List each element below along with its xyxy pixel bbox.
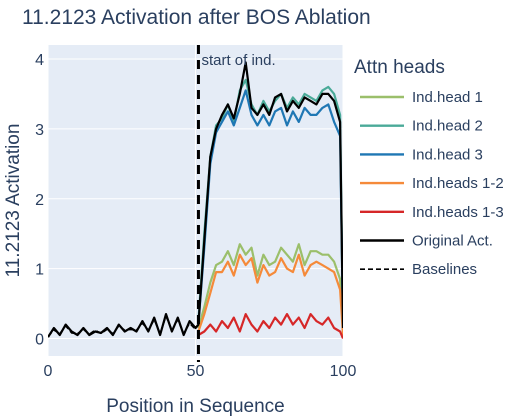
x-tick-label: 100 <box>330 363 357 380</box>
y-tick-label: 4 <box>35 52 44 69</box>
legend-item-ind-heads-1-2[interactable]: Ind.heads 1-2 <box>360 175 504 192</box>
series-line-ind-heads-1-3[interactable] <box>197 313 343 339</box>
legend-title: Attn heads <box>354 57 445 78</box>
legend-item-baselines[interactable]: Baselines <box>360 261 477 278</box>
legend-item-ind-head-2[interactable]: Ind.head 2 <box>360 118 483 135</box>
legend[interactable]: Attn heads Ind.head 1 Ind.head 2 Ind.head … <box>354 57 504 278</box>
x-axis-title: Position in Sequence <box>106 396 285 416</box>
y-tick-label: 3 <box>35 122 44 139</box>
legend-label: Original Act. <box>412 233 493 250</box>
chart-title: 11.2123 Activation after BOS Ablation <box>22 6 371 29</box>
annotation-start-of-ind: start of ind. <box>201 52 275 69</box>
x-tick-label: 0 <box>44 363 53 380</box>
x-tick-label: 50 <box>187 363 205 380</box>
y-axis-title: 11.2123 Activation <box>3 124 24 278</box>
legend-item-ind-head-1[interactable]: Ind.head 1 <box>360 89 483 106</box>
series-line-ind-head-1[interactable] <box>197 243 343 332</box>
legend-label: Ind.heads 1-3 <box>412 204 504 221</box>
y-tick-label: 2 <box>35 192 44 209</box>
grid <box>47 45 344 356</box>
y-tick-label: 1 <box>35 262 44 279</box>
legend-label: Ind.head 1 <box>412 89 483 106</box>
legend-label: Ind.heads 1-2 <box>412 175 504 192</box>
series-line-ind-heads-1-2[interactable] <box>197 253 343 336</box>
legend-item-ind-head-3[interactable]: Ind.head 3 <box>360 146 483 163</box>
y-tick-label: 0 <box>35 332 44 349</box>
series-group <box>48 61 343 339</box>
series-line-baselines[interactable] <box>48 315 197 337</box>
x-axis-ticks: 0 50 100 <box>44 363 357 380</box>
legend-item-ind-heads-1-3[interactable]: Ind.heads 1-3 <box>360 204 504 221</box>
legend-item-original-act-[interactable]: Original Act. <box>360 233 493 250</box>
y-axis-ticks: 0 1 2 3 4 <box>35 52 44 349</box>
legend-label: Ind.head 3 <box>412 146 483 163</box>
series-line-ind-head-3[interactable] <box>197 89 343 329</box>
legend-label: Ind.head 2 <box>412 118 483 135</box>
legend-label: Baselines <box>412 261 477 278</box>
